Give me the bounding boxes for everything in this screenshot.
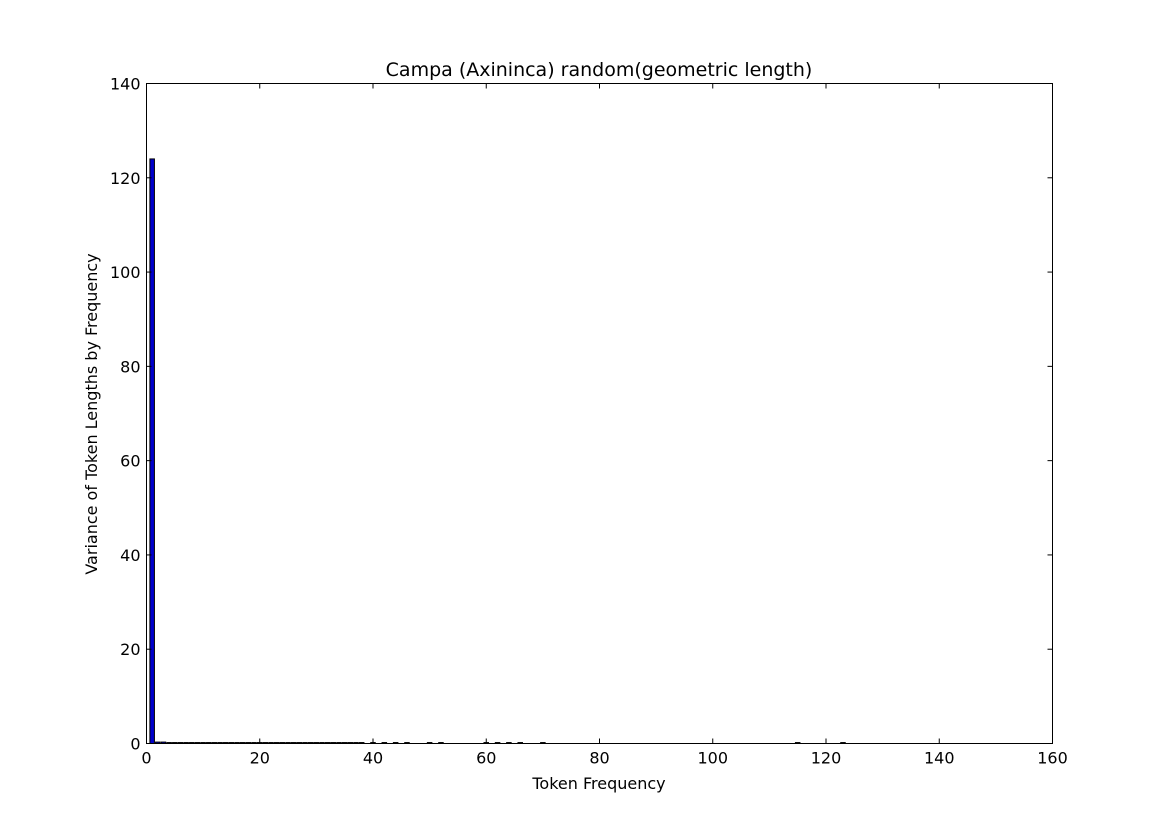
y-tick-label: 20	[120, 640, 140, 659]
y-axis-label: Variance of Token Lengths by Frequency	[82, 253, 101, 574]
y-tick-label: 100	[110, 263, 141, 282]
y-tick-label: 140	[110, 75, 141, 94]
y-tick-label: 80	[120, 357, 140, 376]
x-tick-label: 20	[250, 749, 270, 768]
x-tick-label: 0	[141, 749, 151, 768]
y-tick-label: 120	[110, 169, 141, 188]
plot-area-frame	[146, 83, 1053, 744]
chart-title: Campa (Axininca) random(geometric length…	[386, 59, 813, 81]
x-tick-label: 120	[811, 749, 842, 768]
y-tick-label: 40	[120, 546, 140, 565]
x-tick-label: 100	[697, 749, 728, 768]
x-tick-label: 140	[924, 749, 955, 768]
x-axis-label: Token Frequency	[531, 774, 665, 793]
x-tick-label: 40	[363, 749, 383, 768]
bars-group	[149, 158, 846, 744]
x-tick-label: 160	[1037, 749, 1068, 768]
y-tick-label: 60	[120, 452, 140, 471]
ticks-group: 0 20 40 60 80 100 120 140 160 0 20 40 60 80 100 120 140	[110, 75, 1068, 768]
bar	[149, 158, 155, 744]
x-tick-label: 80	[589, 749, 609, 768]
x-tick-label: 60	[476, 749, 496, 768]
y-tick-label: 0	[130, 735, 140, 754]
